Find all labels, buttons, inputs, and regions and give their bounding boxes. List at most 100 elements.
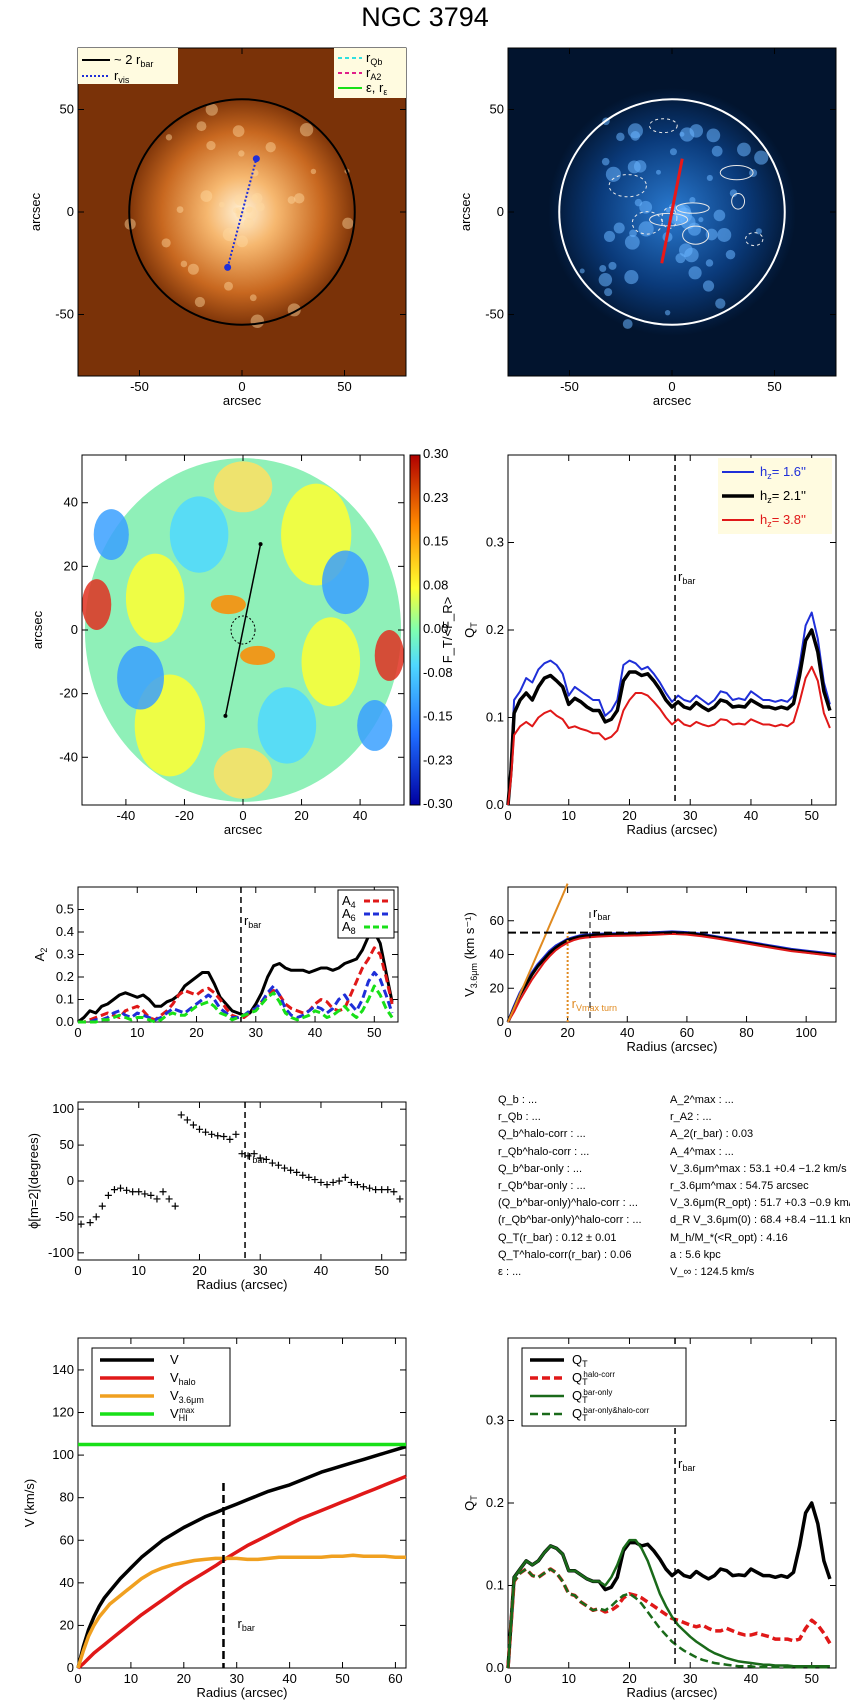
- phase-point: [390, 1188, 398, 1196]
- a-profile-ytick-label: 0.1: [56, 992, 74, 1007]
- a-legend-name: A4: [342, 893, 356, 910]
- qt-corrections-xtick-label: 50: [804, 1671, 818, 1686]
- residual-knot: [688, 266, 702, 280]
- residual-panel-xtick-label: -50: [560, 379, 579, 394]
- a-profile-xtick-label: 50: [367, 1025, 381, 1040]
- rotation-curve: 0 10 20 30 40 50 60 0 20 40 60 80 100 120 140 Radius (a…: [22, 1337, 407, 1700]
- residual-knot: [713, 209, 726, 222]
- info-row: M_h/M_*(<R_opt) : 4.16: [670, 1231, 788, 1244]
- legend-label: rQb: [366, 50, 382, 67]
- residual-knot: [679, 131, 685, 137]
- a-profile-xtick-label: 40: [308, 1025, 322, 1040]
- residual-knot: [604, 288, 613, 297]
- info-row: V_3.6μm^max : 53.1 +0.4 −1.2 km/s: [670, 1162, 847, 1175]
- colorbar-tick-label: 0.15: [423, 534, 448, 549]
- legend-label: rA2: [366, 65, 381, 82]
- v36-profile-xtick-label: 60: [680, 1025, 694, 1040]
- rotation-curve-xtick-label: 40: [282, 1671, 296, 1686]
- legend-label: rvis: [114, 68, 130, 85]
- residual-panel-xtick-label: 50: [767, 379, 781, 394]
- star-knot: [196, 121, 207, 132]
- qt-profile-series-line: [507, 665, 831, 806]
- phase-point: [372, 1186, 380, 1194]
- qt-profile-xtick-label: 50: [804, 808, 818, 823]
- a-profile-xtick-label: 20: [189, 1025, 203, 1040]
- qt-corrections-xtick-label: 20: [622, 1671, 636, 1686]
- residual-knot: [725, 249, 736, 260]
- contour: [631, 211, 663, 235]
- phase-point: [117, 1184, 125, 1192]
- qt-profile-ytick-label: 0.2: [486, 622, 504, 637]
- rotation-curve-xtick-label: 60: [388, 1671, 402, 1686]
- phase-profile-xtick-label: 0: [74, 1263, 81, 1278]
- image-panel-xtick-label: 50: [337, 379, 351, 394]
- star-knot: [235, 209, 244, 218]
- qt-profile-ytick-label: 0.3: [486, 535, 504, 550]
- v36-profile-xtick-label: 20: [560, 1025, 574, 1040]
- rot-legend-name: V: [170, 1352, 179, 1367]
- qt-corrections: 0 10 20 30 40 50 0.0 0.1 0.2 0.3 Radius (arcsec) rb…: [462, 1337, 837, 1700]
- force-blob: [93, 509, 129, 560]
- a-profile-rbar-label: rbar: [244, 913, 261, 930]
- residual-knot: [706, 174, 713, 182]
- star-knot: [161, 238, 171, 248]
- force-bar-end: [258, 542, 263, 547]
- force-map-xtick-label: -20: [175, 808, 194, 823]
- phase-point: [335, 1177, 343, 1185]
- star-knot: [245, 206, 253, 213]
- rotation-curve-frame: [77, 1337, 407, 1669]
- phase-point: [129, 1188, 137, 1196]
- residual-knot: [717, 227, 732, 242]
- phase-point: [165, 1195, 173, 1203]
- info-row: r_Qb^halo-corr : ...: [498, 1145, 590, 1158]
- star-knot: [165, 134, 173, 141]
- rotation-curve-ytick-label: 0: [67, 1660, 74, 1675]
- residual-knot: [698, 217, 704, 223]
- info-row: A_2^max : ...: [670, 1094, 734, 1106]
- qt-profile-series-line: [507, 611, 831, 806]
- residual-panel-ytick-label: 0: [497, 204, 504, 219]
- star-knot: [265, 141, 276, 153]
- info-row: ε : ...: [498, 1265, 522, 1278]
- qt-corrections-ytick-label: 0.1: [486, 1578, 504, 1593]
- residual-knot: [729, 189, 738, 197]
- legend-label: ~ 2 rbar: [114, 52, 153, 69]
- info-row: A_2(r_bar) : 0.03: [670, 1128, 754, 1141]
- residual-panel-ytick-label: -50: [485, 307, 504, 322]
- rotation-curve-ytick-label: 120: [52, 1405, 74, 1420]
- residual-knot: [613, 222, 625, 234]
- qtc-legend-name: QT: [572, 1352, 588, 1369]
- residual-knot: [715, 298, 726, 309]
- phase-profile-xtick-label: 20: [192, 1263, 206, 1278]
- qt-profile-xtick-label: 20: [622, 808, 636, 823]
- rotation-curve-series-line: [76, 1444, 407, 1669]
- residual-knot: [675, 253, 686, 264]
- phase-point: [317, 1178, 325, 1186]
- phase-point: [220, 1132, 228, 1140]
- qt-corrections-ytick-label: 0.0: [486, 1660, 504, 1675]
- phase-profile-frame: [77, 1101, 407, 1261]
- rotation-curve-xtick-label: 50: [335, 1671, 349, 1686]
- force-blob: [213, 747, 273, 799]
- rotation-curve-xtick-label: 30: [229, 1671, 243, 1686]
- residual-knot: [622, 319, 633, 329]
- force-blob: [374, 630, 405, 681]
- qt-profile-xtick-label: 10: [562, 808, 576, 823]
- star-knot: [251, 194, 258, 201]
- v36-profile-xtick-label: 40: [620, 1025, 634, 1040]
- star-knot: [176, 206, 184, 213]
- phase-profile-xtick-label: 10: [132, 1263, 146, 1278]
- residual-knot: [689, 124, 704, 138]
- a-profile-ylabel: A2: [32, 948, 49, 962]
- residual-knot: [630, 131, 641, 141]
- force-map: -40 -20 0 20 40 -40 -20 0 20 40 arcsec arcsec 0.30 0.…: [30, 446, 455, 837]
- phase-profile: 0 10 20 30 40 50 -100 -50 0 50 100 Radius (arcsec) r…: [26, 1101, 407, 1292]
- colorbar-tick-label: 0.08: [423, 577, 448, 592]
- phase-point: [262, 1155, 270, 1163]
- rturn-label: rVmax turn: [572, 996, 617, 1013]
- rot-rbar-label: rbar: [237, 1616, 254, 1633]
- a-profile-series-line: [78, 971, 394, 1024]
- residual-knot: [599, 264, 607, 273]
